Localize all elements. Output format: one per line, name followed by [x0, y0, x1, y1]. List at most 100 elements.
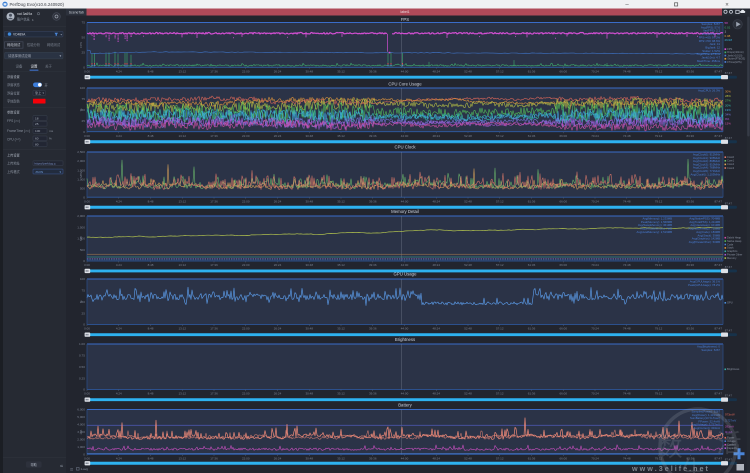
svg-text:66:00: 66:00	[559, 199, 567, 203]
svg-text:Avg(Code): 183MB: Avg(Code): 183MB	[696, 230, 720, 234]
svg-text:44:00: 44:00	[401, 392, 409, 396]
svg-text:70:24: 70:24	[591, 457, 599, 461]
svg-text:Samples: 5267: Samples: 5267	[701, 348, 720, 352]
svg-text:JSON: JSON	[35, 170, 43, 174]
svg-text:数: 数	[657, 434, 682, 462]
svg-text:0: 0	[83, 323, 85, 327]
svg-text:Avg(TotalPSS): 1,211MB: Avg(TotalPSS): 1,211MB	[689, 220, 720, 224]
svg-text:https∶//perfdog.q: https∶//perfdog.q	[35, 161, 56, 165]
svg-text:66:00: 66:00	[559, 392, 567, 396]
svg-text:Avg(Stack): 39MB: Avg(Stack): 39MB	[698, 233, 721, 237]
svg-text:83:36: 83:36	[686, 134, 694, 138]
svg-text:17:36: 17:36	[210, 199, 218, 203]
svg-text:30:48: 30:48	[305, 199, 313, 203]
svg-text:22:00: 22:00	[242, 327, 250, 331]
svg-text:70:24: 70:24	[591, 263, 599, 267]
svg-text:Peak(Memory): 1,568MB: Peak(Memory): 1,568MB	[641, 220, 672, 224]
svg-text:▾: ▾	[60, 54, 62, 58]
svg-text:8:48: 8:48	[148, 263, 154, 267]
svg-text:28%: 28%	[725, 94, 731, 98]
svg-text:48:24: 48:24	[432, 134, 440, 138]
svg-text:30:48: 30:48	[305, 392, 313, 396]
svg-text:Private Other: Private Other	[727, 253, 742, 257]
svg-text:26:24: 26:24	[274, 327, 282, 331]
svg-text:Avg(CPU): 26.3%: Avg(CPU): 26.3%	[698, 89, 721, 93]
svg-text:61:36: 61:36	[528, 327, 536, 331]
svg-text:79:12: 79:12	[655, 70, 663, 74]
svg-text:Power: Power	[727, 436, 734, 440]
svg-text:Memory: Memory	[727, 256, 737, 260]
svg-text:48:24: 48:24	[432, 392, 440, 396]
svg-text:Avg(Clock5): 771MHz: Avg(Clock5): 771MHz	[693, 169, 721, 173]
svg-text:66:00: 66:00	[559, 327, 567, 331]
svg-text:52:48: 52:48	[464, 263, 472, 267]
svg-text:48:24: 48:24	[432, 199, 440, 203]
svg-text:w w w . 3 e l i f e . n e t: w w w . 3 e l i f e . n e t	[631, 464, 708, 473]
svg-text:MB: MB	[79, 236, 83, 241]
svg-text:Stack: Stack	[727, 246, 734, 250]
svg-text:Avg(AvailMemory): 2,519MB: Avg(AvailMemory): 2,519MB	[637, 230, 673, 234]
svg-text:17:36: 17:36	[210, 327, 218, 331]
svg-text:74:48: 74:48	[623, 134, 631, 138]
svg-text:Avg(Clock0): 912MHz: Avg(Clock0): 912MHz	[693, 153, 721, 157]
svg-text:39:36: 39:36	[369, 199, 377, 203]
svg-text:61:36: 61:36	[528, 457, 536, 461]
svg-text:Core3: Core3	[727, 166, 735, 170]
svg-text:label1: label1	[400, 10, 409, 14]
svg-text:Avg(Voltage): 3,727mV: Avg(Voltage): 3,727mV	[691, 423, 720, 427]
svg-text:Avg(Current): 304mA: Avg(Current): 304mA	[694, 426, 721, 430]
svg-text:48:24: 48:24	[432, 263, 440, 267]
svg-text:44:00: 44:00	[401, 134, 409, 138]
svg-text:Avg(SwapMemory): 361MB: Avg(SwapMemory): 361MB	[638, 223, 672, 227]
svg-text:PerfDog Evo(v10.6.240920): PerfDog Evo(v10.6.240920)	[10, 2, 65, 7]
svg-text:0:00: 0:00	[84, 199, 90, 203]
svg-text:87:47: 87:47	[714, 457, 722, 461]
svg-text:30:48: 30:48	[305, 327, 313, 331]
svg-text:0:00: 0:00	[84, 457, 90, 461]
svg-text:0.08: 0.08	[725, 34, 731, 38]
svg-text:22:00: 22:00	[242, 70, 250, 74]
svg-text:耗电测试: 耗电测试	[7, 42, 21, 47]
svg-text:35:12: 35:12	[337, 263, 345, 267]
svg-text:Avg(VirtualMemory): 7MB: Avg(VirtualMemory): 7MB	[640, 227, 672, 231]
svg-text:生: 生	[681, 457, 706, 473]
svg-text:FPS: FPS	[727, 47, 732, 51]
svg-text:FPS: FPS	[401, 17, 409, 22]
svg-text:500: 500	[80, 186, 85, 190]
svg-text:Stutter(FT&GE): Stutter(FT&GE)	[727, 57, 745, 61]
svg-text:44:00: 44:00	[401, 70, 409, 74]
svg-text:34%: 34%	[725, 113, 731, 117]
svg-text:网络测试: 网络测试	[47, 42, 61, 47]
svg-text:FPS (>=): FPS (>=)	[7, 119, 20, 123]
svg-text:87:47: 87:47	[725, 457, 733, 461]
svg-text:22:00: 22:00	[242, 392, 250, 396]
svg-text:8:48: 8:48	[148, 199, 154, 203]
svg-text:Voltage: Voltage	[727, 439, 736, 443]
svg-text:上传地址: 上传地址	[7, 161, 21, 166]
svg-text:87:47: 87:47	[725, 136, 733, 140]
svg-text:4,000: 4,000	[77, 423, 85, 427]
svg-text:66:00: 66:00	[559, 70, 567, 74]
svg-text:973mW: 973mW	[725, 413, 735, 417]
svg-text:13:12: 13:12	[178, 327, 186, 331]
svg-text:1,000: 1,000	[77, 237, 85, 241]
svg-text:8:48: 8:48	[148, 134, 154, 138]
svg-text:30:48: 30:48	[305, 457, 313, 461]
svg-text:Brightness: Brightness	[727, 367, 740, 371]
svg-text:75: 75	[82, 21, 86, 25]
svg-text:83:36: 83:36	[686, 199, 694, 203]
svg-text:Avg(NativePSS): 704MB: Avg(NativePSS): 704MB	[689, 217, 720, 221]
svg-text:44:00: 44:00	[401, 457, 409, 461]
svg-text:0mAh: 0mAh	[725, 430, 733, 434]
svg-text:Capacity: Capacity	[727, 446, 738, 450]
svg-text:0.01: 0.01	[725, 25, 731, 29]
svg-text:0:00: 0:00	[84, 392, 90, 396]
svg-text:设置: 设置	[31, 64, 38, 69]
svg-text:0: 0	[83, 66, 85, 70]
svg-text:2,500: 2,500	[77, 150, 85, 154]
svg-text:60: 60	[35, 137, 39, 141]
svg-text:Avg(JavaHeap): 101MB: Avg(JavaHeap): 101MB	[690, 223, 720, 227]
svg-text:30:48: 30:48	[305, 70, 313, 74]
svg-text:83:36: 83:36	[686, 263, 694, 267]
svg-text:Avg(Clock2): 898MHz: Avg(Clock2): 898MHz	[693, 159, 721, 163]
